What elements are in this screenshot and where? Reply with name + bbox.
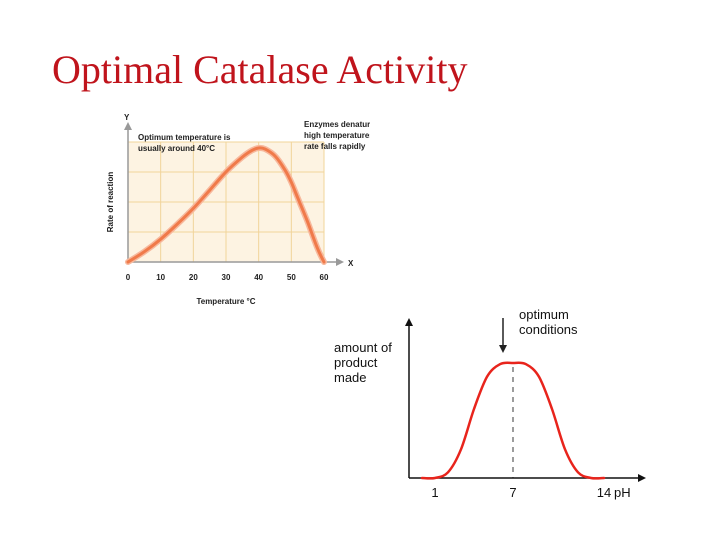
y-axis-label-line: made [334, 370, 367, 385]
x-axis-arrow [336, 258, 344, 266]
y-axis-label-line: amount of [334, 340, 392, 355]
x-tick-label: 50 [287, 273, 296, 282]
x-axis-label: Temperature °C [196, 297, 255, 306]
annotation-line: conditions [519, 322, 578, 337]
x-tick-label: 1 [431, 485, 438, 500]
y-axis-arrow [405, 318, 413, 326]
x-tick-label: 60 [320, 273, 329, 282]
annotation-line: optimum [519, 307, 569, 322]
series-line [420, 361, 606, 480]
slide-title: Optimal Catalase Activity [52, 47, 468, 92]
x-tick-label: 20 [189, 273, 198, 282]
y-axis-label: Rate of reaction [106, 172, 115, 233]
annotation-line: Optimum temperature is [138, 133, 231, 142]
x-tick-label: 30 [222, 273, 231, 282]
x-tick-label: 0 [126, 273, 131, 282]
x-tick-labels: 0 10 20 30 40 50 60 [126, 273, 329, 282]
x-tick-label: 14 [597, 485, 611, 500]
annotation-line: usually around 40°C [138, 144, 215, 153]
x-axis-letter: X [348, 259, 354, 268]
x-axis-label: pH [614, 485, 631, 500]
y-axis-label-line: product [334, 355, 378, 370]
annotation-line: high temperatures so [304, 131, 370, 140]
y-axis-letter: Y [124, 113, 130, 122]
temperature-chart: Y X 0 10 20 30 40 50 60 Temperature °C Rate of… [106, 113, 370, 306]
x-tick-label: 7 [509, 485, 516, 500]
annotation-line: Enzymes denature at [304, 120, 370, 129]
x-tick-label: 10 [156, 273, 165, 282]
x-tick-label: 40 [254, 273, 263, 282]
optimum-arrowhead [499, 345, 507, 353]
annotation-line: rate falls rapidly [304, 142, 366, 151]
y-axis-arrow [124, 122, 132, 130]
x-tick-labels: 1 7 14 [431, 485, 611, 500]
x-axis-arrow [638, 474, 646, 482]
annotations: Optimum temperature is usually around 40°… [138, 120, 370, 153]
series-line [126, 146, 326, 264]
